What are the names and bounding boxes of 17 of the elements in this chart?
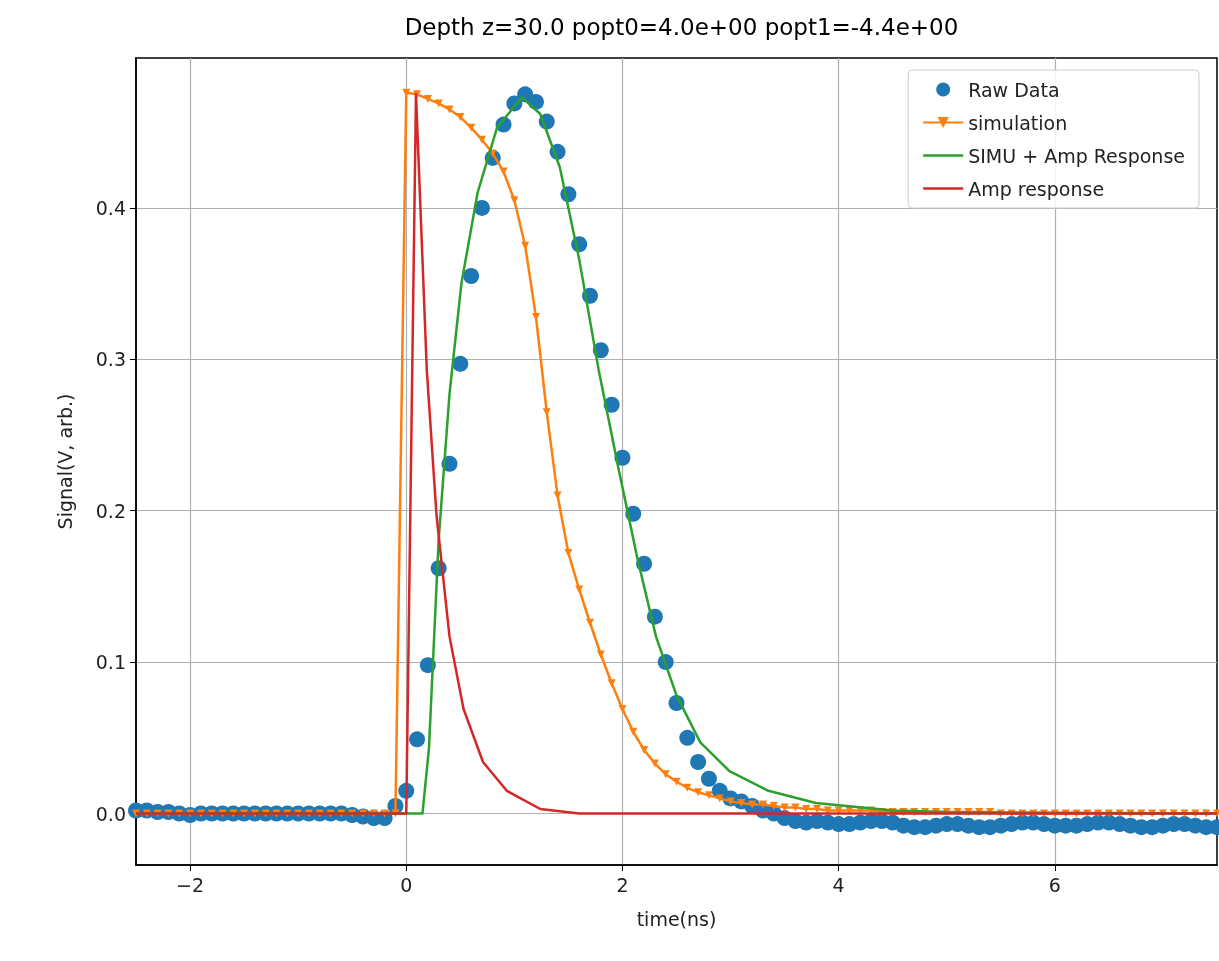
y-axis-title: Signal(V, arb.): [53, 393, 76, 530]
y-tick-label: 0.0: [95, 802, 126, 825]
y-tick-label: 0.2: [95, 499, 126, 522]
legend-label: SIMU + Amp Response: [968, 144, 1186, 167]
chart-title: Depth z=30.0 popt0=4.0e+00 popt1=-4.4e+00: [404, 13, 959, 40]
x-tick-label: −2: [176, 873, 205, 896]
x-tick-label: 4: [832, 873, 845, 896]
x-tick-label: 0: [400, 873, 413, 896]
legend-label: Amp response: [968, 177, 1105, 200]
x-axis-title: time(ns): [636, 907, 717, 930]
legend-label: Raw Data: [968, 78, 1060, 101]
y-tick-label: 0.4: [95, 196, 126, 219]
x-tick-label: 6: [1048, 873, 1061, 896]
y-tick-label: 0.3: [95, 348, 126, 371]
y-tick-label: 0.1: [95, 651, 126, 674]
legend-label: simulation: [968, 111, 1068, 134]
x-tick-label: 2: [616, 873, 629, 896]
